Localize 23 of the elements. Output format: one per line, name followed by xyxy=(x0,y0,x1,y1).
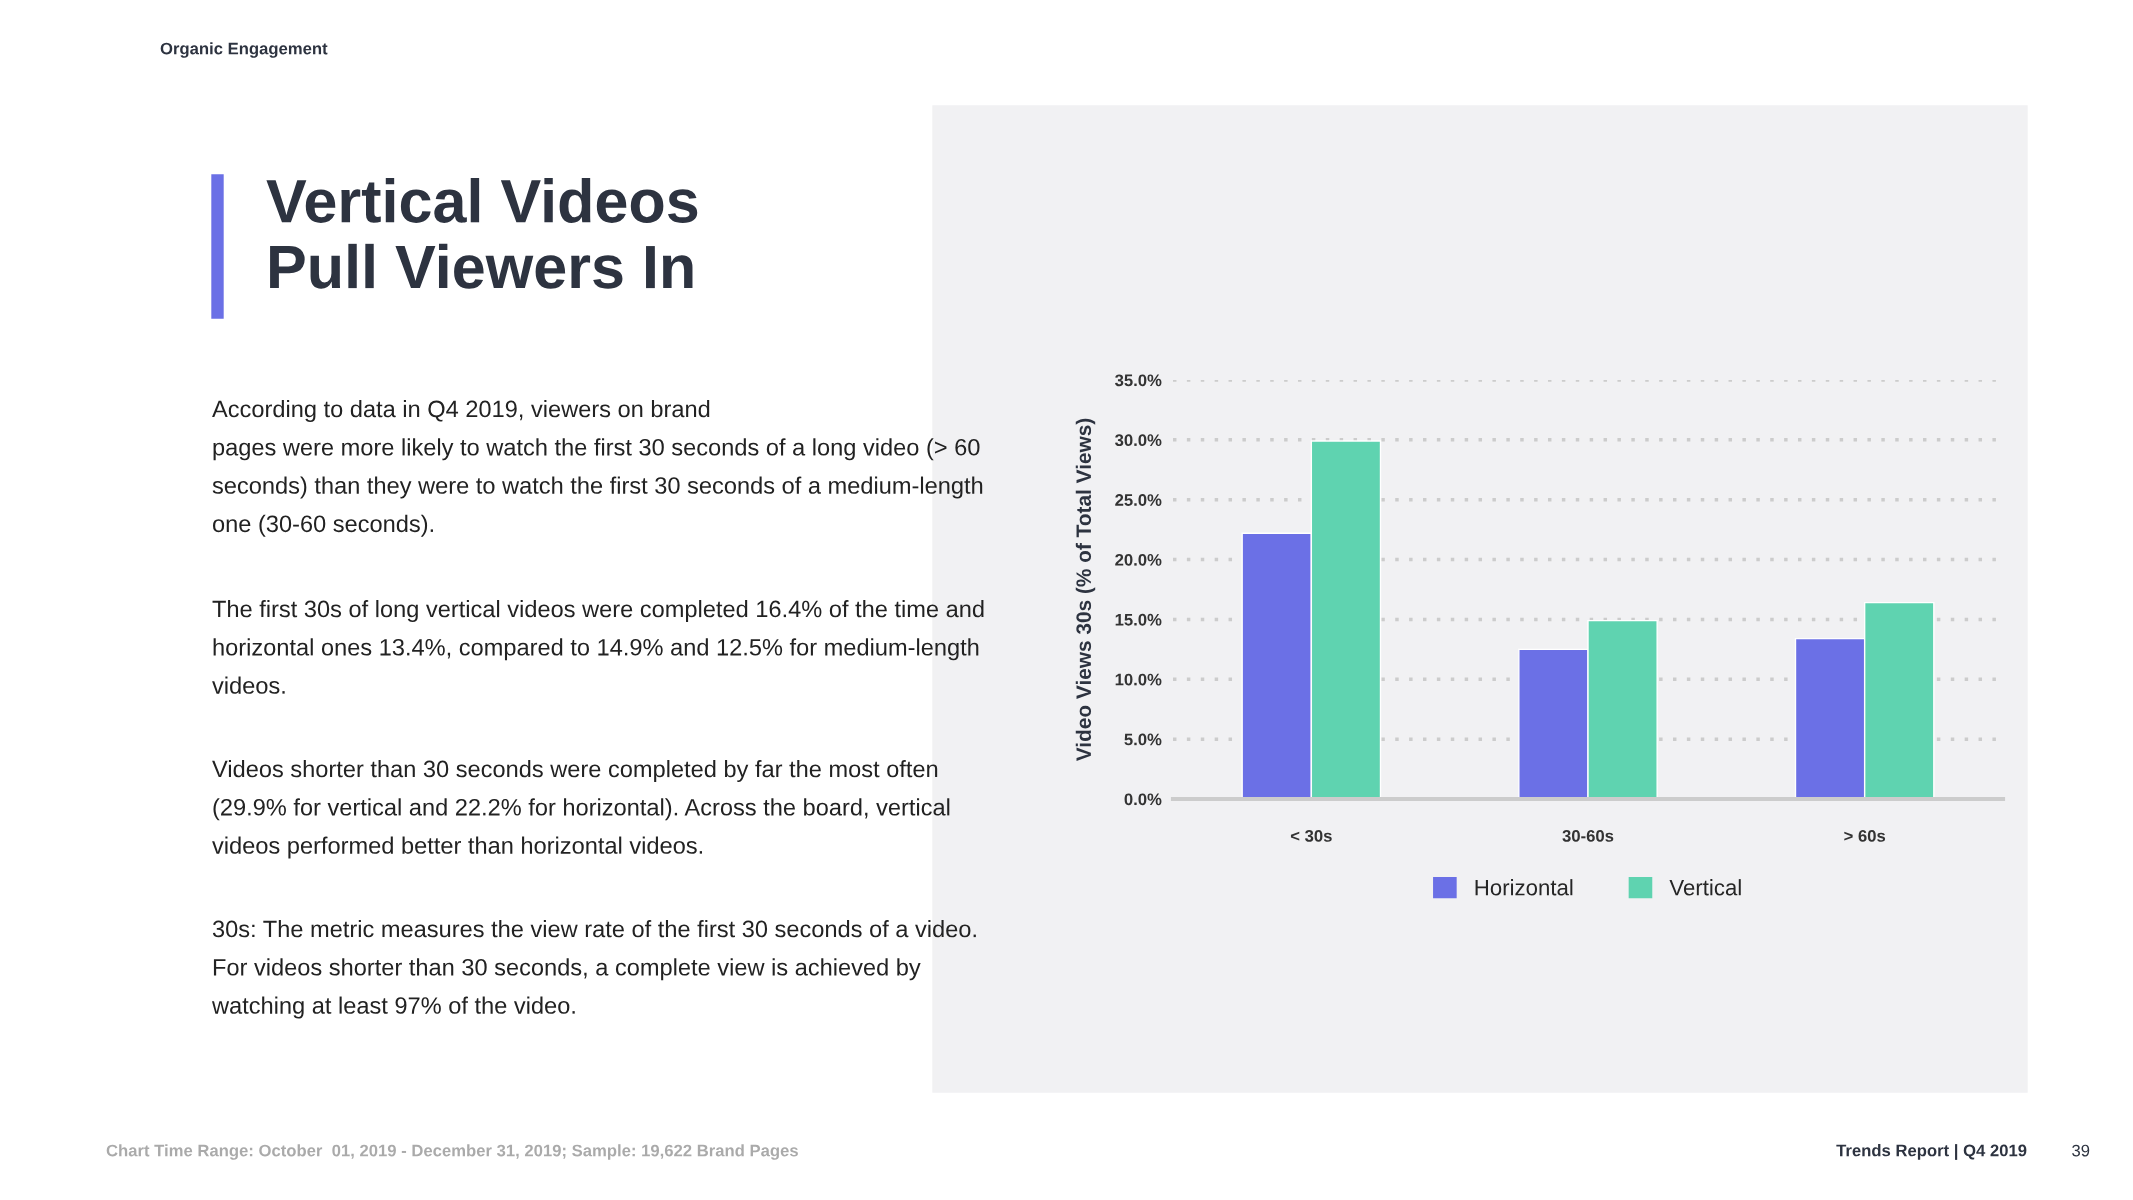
x-tick-label: > 60s xyxy=(1844,830,1886,842)
y-tick-label: 15.0% xyxy=(1115,613,1162,626)
y-tick-label: 10.0% xyxy=(1115,673,1162,686)
text: Vertical Videos Pull Viewers In xyxy=(266,178,698,289)
y-tick-label: 20.0% xyxy=(1115,553,1162,566)
text: Videos shorter than 30 seconds were completed by far the most often (29.9% for vertical and 22.2% for horizontal). Across the board, vertical videos performed better than horizontal videos. xyxy=(212,760,950,859)
text: Trends Report | Q4 2019 xyxy=(1836,1144,2027,1160)
legend-label: Horizontal xyxy=(1475,879,1573,896)
y-tick-label: 0.0% xyxy=(1124,793,1162,806)
text: Chart Time Range: October 01, 2019 - December 31, 2019; Sample: 19,622 Brand Pages xyxy=(106,1144,798,1160)
y-tick-label: 25.0% xyxy=(1115,494,1162,506)
text: 30s: The metric measures the view rate of the first 30 seconds of a video. For videos shorter than 30 seconds, a complete view is achieved by watching at least 97% of the video. xyxy=(211,920,976,1019)
x-tick-label: < 30s xyxy=(1290,830,1332,842)
y-tick-label: 35.0% xyxy=(1115,374,1162,387)
text: 39 xyxy=(2072,1144,2090,1157)
legend-label: Vertical xyxy=(1669,879,1741,896)
y-tick-label: 5.0% xyxy=(1124,733,1162,746)
text: The first 30s of long vertical videos were completed 16.4% of the time and horizontal ones 13.4%, compared to 14.9% and 12.5% for medium-length videos. xyxy=(212,600,984,694)
text: According to data in Q4 2019, viewers on brand pages were more likely to watch the first 30 seconds of a long video (> 60 seconds) than they were to watch the first 30 seconds of a medium-length one (30-60 seconds). xyxy=(212,400,983,537)
y-axis-title: Video Views 30s (% of Total Views) xyxy=(1075,418,1096,762)
x-tick-label: 30-60s xyxy=(1562,830,1614,842)
y-tick-label: 30.0% xyxy=(1115,434,1162,447)
text: Organic Engagement xyxy=(160,42,328,58)
